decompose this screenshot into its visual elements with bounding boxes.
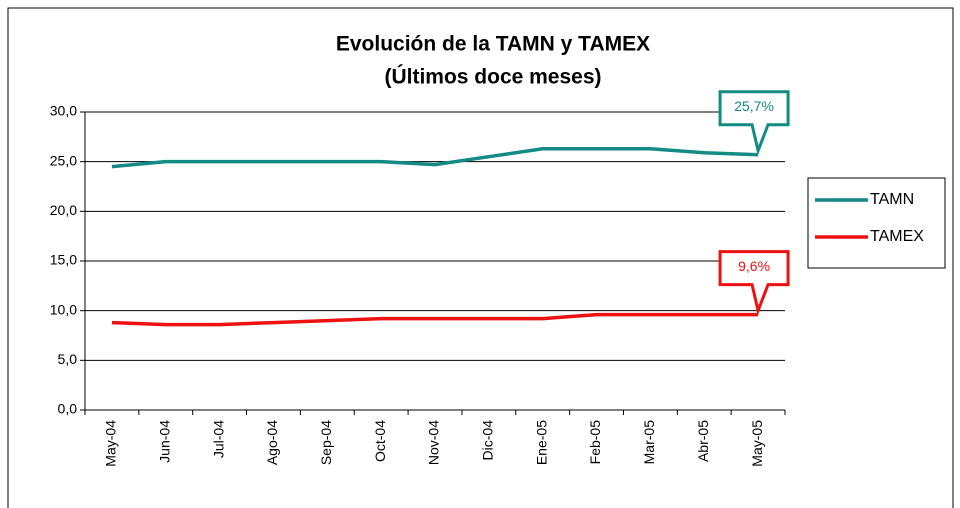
chart-title: Evolución de la TAMN y TAMEX (336, 33, 650, 56)
legend-box (807, 177, 946, 269)
y-tick-label: 30,0 (50, 103, 77, 119)
chart-frame (7, 7, 954, 508)
data-label: 9,6% (738, 258, 770, 274)
x-tick-label: Jul-04 (210, 420, 226, 458)
x-tick-label: Sep-04 (318, 420, 334, 465)
x-tick-label: Abr-05 (695, 420, 711, 462)
legend-label: TAMEX (870, 228, 924, 245)
x-tick-label: May-05 (749, 420, 765, 467)
data-label: 25,7% (734, 98, 774, 114)
y-tick-label: 25,0 (50, 152, 77, 168)
callout (718, 250, 790, 316)
x-tick-label: Ene-05 (533, 420, 549, 465)
chart-subtitle: (Últimos doce meses) (384, 65, 601, 89)
x-tick-label: Oct-04 (372, 420, 388, 462)
y-tick-label: 0,0 (58, 401, 78, 417)
series-line (111, 147, 759, 169)
x-tick-label: May-04 (103, 420, 119, 467)
x-tick-label: Ago-04 (264, 420, 280, 465)
x-tick-label: Nov-04 (426, 420, 442, 465)
y-tick-label: 5,0 (58, 351, 78, 367)
x-tick-label: Dic-04 (480, 420, 496, 461)
x-tick-label: Jun-04 (156, 420, 172, 463)
callout (718, 90, 790, 156)
y-tick-label: 15,0 (50, 252, 77, 268)
series-line (111, 312, 759, 327)
legend-label: TAMN (870, 191, 914, 208)
y-tick-label: 10,0 (50, 301, 77, 317)
x-tick-label: Mar-05 (641, 420, 657, 465)
y-tick-label: 20,0 (50, 202, 77, 218)
x-tick-label: Feb-05 (587, 420, 603, 465)
